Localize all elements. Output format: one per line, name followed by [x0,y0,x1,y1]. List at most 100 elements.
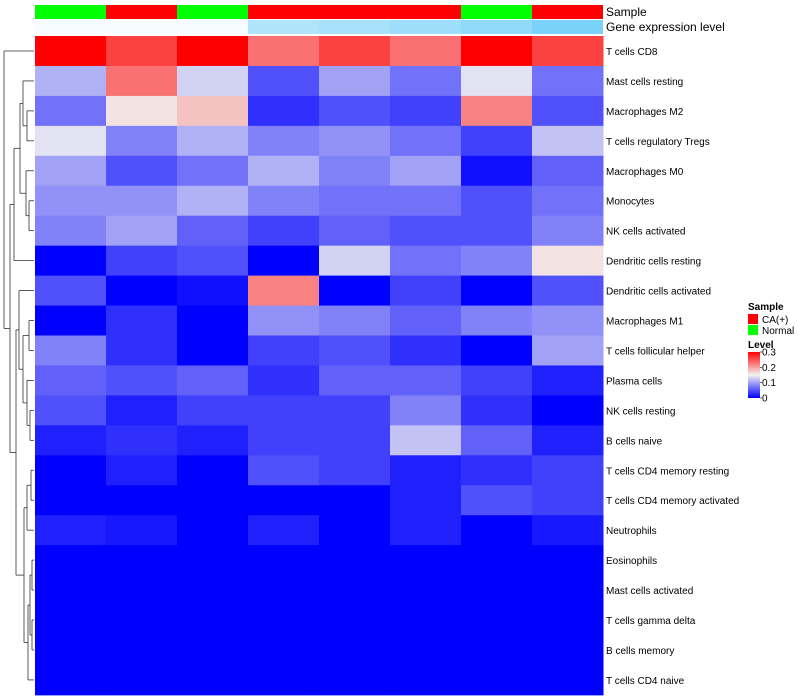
heatmap-cell [319,575,391,606]
heatmap-cell [461,545,533,576]
heatmap-cell [532,395,604,426]
heatmap-cell [248,575,320,606]
heatmap-cell [248,664,320,696]
heatmap-cell [390,215,462,247]
heatmap-cell [319,515,391,546]
heatmap-cell [390,275,462,307]
heatmap-cell [35,125,107,157]
sample-annotation-cell [390,5,461,19]
heatmap-cell [35,335,107,366]
heatmap-cell [390,455,462,486]
expression-annotation-cell [319,20,390,34]
row-label: Mast cells resting [606,77,683,88]
heatmap-cell [248,185,320,217]
heatmap-cell [248,155,320,187]
heatmap-cell [319,36,391,67]
expression-annotation-cell [461,20,532,34]
heatmap-cell [461,245,533,277]
row-label: Macrophages M1 [606,317,684,328]
heatmap-cell [532,65,604,97]
expression-annotation-cell [390,20,461,34]
heatmap-cell [248,36,320,67]
row-label: Neutrophils [606,526,657,537]
heatmap-cell [390,605,462,636]
heatmap-cell [532,275,604,307]
heatmap-cell [35,215,107,247]
heatmap-cell [248,275,320,307]
legend-entry: Normal [762,326,794,337]
row-label: T cells gamma delta [606,616,696,627]
heatmap-cell [35,664,107,696]
sample-annotation-cell [106,5,177,19]
heatmap-cell [319,335,391,366]
heatmap-cell [532,36,604,67]
heatmap-cell [106,275,178,307]
row-label: Monocytes [606,197,654,208]
heatmap-cell [35,245,107,277]
heatmap-cell [532,575,604,606]
heatmap-cell [106,305,178,336]
heatmap-cell [177,36,249,67]
heatmap-cell [532,305,604,336]
row-label: T cells follicular helper [606,346,705,357]
heatmap-cell [177,305,249,336]
heatmap-cell [532,125,604,157]
heatmap-cell [532,515,604,546]
legend-level-tick-label: 0.3 [762,348,776,359]
heatmap-cell [177,545,249,576]
heatmap-cell [390,185,462,217]
heatmap-cell [248,305,320,336]
heatmap-cell [532,635,604,666]
heatmap-cell [106,365,178,396]
heatmap-cell [177,485,249,516]
heatmap-cell [106,575,178,606]
column-annotations [35,5,603,34]
heatmap-cell [248,215,320,247]
heatmap-cell [319,605,391,636]
row-label: Dendritic cells activated [606,287,711,298]
heatmap-cell [106,605,178,636]
heatmap-cell [461,605,533,636]
heatmap-cell [319,275,391,307]
heatmap-cell [319,635,391,666]
heatmap-cell [532,155,604,187]
heatmap-cell [461,155,533,187]
heatmap-cell [532,425,604,456]
heatmap-cell [106,545,178,576]
heatmap-cell [106,635,178,666]
heatmap-cell [390,365,462,396]
sample-annotation-cell [532,5,603,19]
legend-level-title: Level [748,340,774,351]
heatmap-cell [35,425,107,456]
heatmap-cell [106,215,178,247]
legend-sample-title: Sample [748,302,784,313]
heatmap-cell [248,605,320,636]
heatmap-cell [532,605,604,636]
heatmap-cell [177,125,249,157]
heatmap-cell [248,125,320,157]
heatmap-cell [35,155,107,187]
heatmap-cell [35,365,107,396]
heatmap-cell [35,185,107,217]
annotation-label: Gene expression level [606,20,725,34]
heatmap-cell [35,65,107,97]
heatmap-cell [35,275,107,307]
heatmap-cell [319,365,391,396]
heatmap-cell [177,65,249,97]
row-label: T cells regulatory Tregs [606,137,710,148]
heatmap-cell [461,275,533,307]
row-label: Macrophages M0 [606,167,684,178]
heatmap-cell [390,95,462,127]
heatmap-cell [390,635,462,666]
heatmap-cell [177,635,249,666]
heatmap-cell [532,664,604,696]
heatmap-cell [461,365,533,396]
heatmap-cell [319,455,391,486]
heatmap-cells [35,36,604,696]
row-label: T cells CD4 naive [606,676,685,687]
heatmap-cell [177,425,249,456]
row-label: NK cells resting [606,406,675,417]
heatmap-cell [319,664,391,696]
